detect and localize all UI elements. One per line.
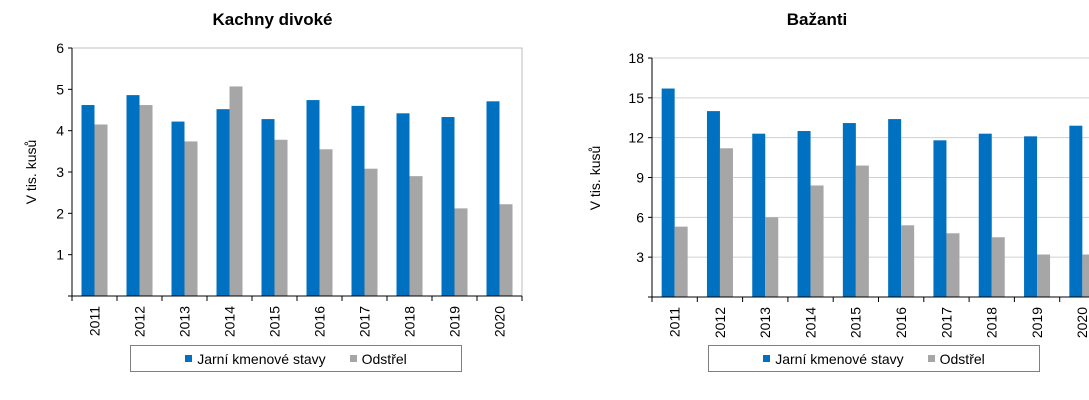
bar-jarni-kmenove-stavy-2019 bbox=[1024, 136, 1038, 297]
x-tick-label: 2014 bbox=[802, 307, 818, 338]
chart-bazanti: 3 6 9 12 15 18 2011 2012 2013 2014 2015 2016 2017 201… bbox=[587, 50, 1089, 338]
bar-odstrel-2017 bbox=[946, 233, 960, 297]
bar-odstrel-2014 bbox=[229, 86, 243, 296]
x-tick-label: 2019 bbox=[1029, 307, 1045, 338]
bar-jarni-kmenove-stavy-2018 bbox=[978, 133, 992, 297]
bar-jarni-kmenove-stavy-2011 bbox=[661, 88, 675, 298]
bar-jarni-kmenove-stavy-2012 bbox=[706, 111, 720, 297]
x-tick-label: 2013 bbox=[176, 306, 192, 337]
bar-odstrel-2013 bbox=[184, 141, 198, 296]
x-tick-label: 2016 bbox=[893, 307, 909, 338]
legend-label-series-2: Odstřel bbox=[361, 350, 407, 367]
legend-swatch-series-2 bbox=[349, 355, 357, 362]
bar-jarni-kmenove-stavy-2013 bbox=[171, 121, 185, 296]
bar-odstrel-2020 bbox=[1082, 254, 1089, 297]
x-tick-label: 2012 bbox=[131, 306, 147, 337]
x-tick-label: 2018 bbox=[984, 307, 1000, 338]
x-tick-label: 2015 bbox=[848, 307, 864, 338]
legend-swatch-series-1 bbox=[763, 355, 771, 362]
bar-jarni-kmenove-stavy-2020 bbox=[1069, 125, 1083, 297]
x-tick-label: 2011 bbox=[86, 306, 102, 336]
y-tick-label: 18 bbox=[628, 50, 644, 66]
x-tick-label: 2020 bbox=[1074, 307, 1089, 338]
x-tick-label: 2012 bbox=[712, 307, 728, 338]
y-tick-label: 5 bbox=[56, 81, 64, 97]
legend-swatch-series-1 bbox=[185, 355, 193, 362]
bar-jarni-kmenove-stavy-2017 bbox=[933, 140, 947, 297]
bar-odstrel-2014 bbox=[810, 185, 824, 297]
legend-item-series-1: Jarní kmenové stavy bbox=[185, 350, 326, 367]
x-tick-label: 2013 bbox=[757, 307, 773, 338]
y-tick-label: 4 bbox=[56, 123, 64, 139]
legend-label-series-2: Odstřel bbox=[939, 350, 985, 367]
y-tick-label: 1 bbox=[56, 247, 64, 263]
bar-odstrel-2019 bbox=[454, 208, 468, 296]
y-tick-label: 12 bbox=[628, 130, 644, 146]
bar-odstrel-2013 bbox=[765, 217, 779, 297]
bar-odstrel-2017 bbox=[364, 168, 378, 296]
bar-jarni-kmenove-stavy-2011 bbox=[81, 105, 95, 296]
bar-jarni-kmenove-stavy-2017 bbox=[351, 105, 365, 296]
x-tick-label: 2016 bbox=[311, 306, 327, 337]
bar-jarni-kmenove-stavy-2016 bbox=[306, 100, 320, 296]
chart-title: Kachny divoké bbox=[212, 10, 333, 29]
bar-odstrel-2012 bbox=[139, 105, 153, 296]
chart-panel-bazanti: Bažanti 3 6 9 12 15 18 2011 2012 2013 2014 2015 201… bbox=[545, 0, 1089, 400]
bar-odstrel-2016 bbox=[901, 225, 915, 297]
x-tick-label: 2011 bbox=[667, 307, 683, 337]
x-tick-label: 2017 bbox=[938, 307, 954, 338]
bar-jarni-kmenove-stavy-2014 bbox=[797, 131, 811, 297]
bar-odstrel-2012 bbox=[719, 148, 733, 297]
bar-odstrel-2011 bbox=[674, 226, 688, 297]
bar-jarni-kmenove-stavy-2013 bbox=[752, 133, 766, 297]
legend-label-series-1: Jarní kmenové stavy bbox=[197, 350, 326, 367]
y-tick-label: 3 bbox=[636, 249, 644, 265]
bar-jarni-kmenove-stavy-2015 bbox=[261, 119, 275, 297]
y-tick-label: 6 bbox=[56, 40, 64, 56]
y-tick-label: 9 bbox=[636, 170, 644, 186]
bar-odstrel-2011 bbox=[94, 124, 108, 296]
y-tick-label: 2 bbox=[56, 205, 64, 221]
chart-kachny: 1 2 3 4 5 6 2011 2012 2013 2014 2015 2016 2017 2018 20… bbox=[23, 40, 523, 337]
bar-odstrel-2018 bbox=[991, 237, 1005, 297]
x-tick-label: 2020 bbox=[491, 306, 507, 337]
y-tick-label: 3 bbox=[56, 164, 64, 180]
chart-panel-kachny: Kachny divoké 1 2 3 4 5 6 2011 2012 2013 2014 2015… bbox=[23, 10, 523, 372]
x-tick-label: 2014 bbox=[221, 306, 237, 337]
y-axis-label: V tis. kusů bbox=[23, 140, 39, 205]
bar-odstrel-2018 bbox=[409, 176, 423, 296]
bar-jarni-kmenove-stavy-2020 bbox=[486, 101, 500, 296]
x-tick-label: 2019 bbox=[446, 306, 462, 337]
legend-item-series-1: Jarní kmenové stavy bbox=[763, 350, 904, 367]
bar-odstrel-2015 bbox=[274, 139, 288, 296]
chart-legend: Jarní kmenové stavy Odstřel bbox=[708, 345, 1040, 372]
legend-label-series-1: Jarní kmenové stavy bbox=[775, 350, 904, 367]
bar-jarni-kmenove-stavy-2014 bbox=[216, 109, 230, 296]
chart-title: Bažanti bbox=[786, 10, 848, 29]
legend-item-series-2: Odstřel bbox=[349, 350, 407, 367]
bar-jarni-kmenove-stavy-2015 bbox=[842, 123, 856, 297]
bar-jarni-kmenove-stavy-2016 bbox=[888, 119, 902, 297]
bar-jarni-kmenove-stavy-2019 bbox=[441, 117, 455, 296]
x-tick-label: 2015 bbox=[266, 306, 282, 337]
legend-item-series-2: Odstřel bbox=[927, 350, 985, 367]
y-axis-label: V tis. kusů bbox=[587, 146, 603, 211]
y-tick-label: 15 bbox=[628, 90, 644, 106]
bar-jarni-kmenove-stavy-2018 bbox=[396, 113, 410, 296]
x-tick-label: 2017 bbox=[356, 306, 372, 337]
bar-odstrel-2019 bbox=[1037, 254, 1051, 297]
y-tick-label: 6 bbox=[636, 209, 644, 225]
legend-swatch-series-2 bbox=[927, 355, 935, 362]
chart-legend: Jarní kmenové stavy Odstřel bbox=[130, 345, 462, 372]
bar-jarni-kmenove-stavy-2012 bbox=[126, 95, 140, 297]
bar-odstrel-2015 bbox=[855, 165, 869, 297]
x-tick-label: 2018 bbox=[401, 306, 417, 337]
bar-odstrel-2020 bbox=[499, 204, 513, 296]
bar-odstrel-2016 bbox=[319, 149, 333, 296]
